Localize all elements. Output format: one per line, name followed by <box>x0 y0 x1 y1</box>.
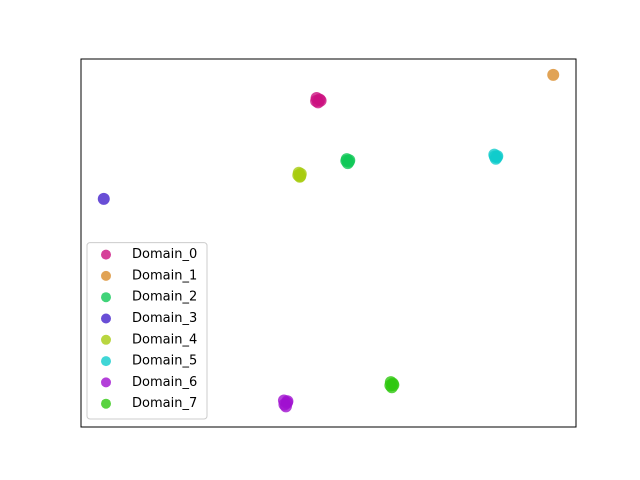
legend-marker <box>101 356 111 367</box>
point <box>310 94 323 107</box>
legend-label: Domain_3 <box>132 311 197 326</box>
point <box>547 68 560 81</box>
legend-label: Domain_7 <box>132 396 197 411</box>
legend-marker <box>101 292 111 303</box>
legend-label: Domain_4 <box>132 332 197 347</box>
legend-label: Domain_6 <box>132 375 197 390</box>
point <box>387 379 400 392</box>
legend-label: Domain_5 <box>132 354 197 369</box>
point <box>280 396 293 409</box>
legend-marker <box>101 377 111 388</box>
plot-frame <box>80 58 577 428</box>
legend-label: Domain_0 <box>132 247 197 262</box>
legend-label: Domain_1 <box>132 268 197 283</box>
legend-marker <box>101 270 111 281</box>
point <box>97 192 110 205</box>
legend-marker <box>101 334 111 345</box>
legend-marker <box>101 398 111 409</box>
point <box>340 154 353 167</box>
legend-box <box>86 242 208 420</box>
legend-marker <box>101 313 111 324</box>
legend-marker <box>101 249 111 260</box>
point <box>294 170 307 183</box>
legend-label: Domain_2 <box>132 290 197 305</box>
point <box>488 150 501 163</box>
